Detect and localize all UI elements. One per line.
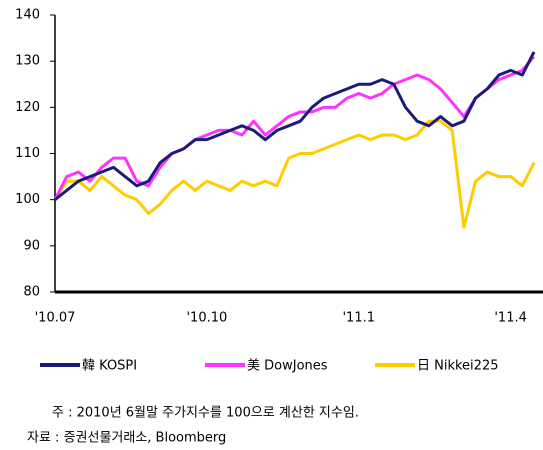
legend-label: 日 Nikkei225 — [417, 359, 499, 374]
y-tick-label: 130 — [15, 54, 40, 69]
source: 자료 : 증권선물거래소, Bloomberg — [27, 431, 226, 446]
y-tick-label: 120 — [15, 100, 40, 115]
x-tick-label: '11.4 — [494, 311, 527, 326]
series-line — [53, 119, 536, 229]
series-line — [54, 51, 536, 201]
note: 주 : 2010년 6월말 주가지수를 100으로 계산한 지수임. — [52, 406, 359, 421]
y-tick-label: 80 — [23, 285, 40, 300]
legend-label: 美 DowJones — [247, 359, 328, 374]
series-line — [53, 55, 536, 201]
y-tick-label: 140 — [15, 8, 40, 23]
x-tick-label: '10.07 — [35, 311, 76, 326]
y-tick-label: 100 — [15, 192, 40, 207]
y-tick-label: 110 — [15, 146, 40, 161]
legend-label: 韓 KOSPI — [82, 359, 137, 374]
x-tick-label: '11.1 — [342, 311, 375, 326]
x-tick-label: '10.10 — [186, 311, 227, 326]
y-tick-label: 90 — [23, 238, 40, 253]
